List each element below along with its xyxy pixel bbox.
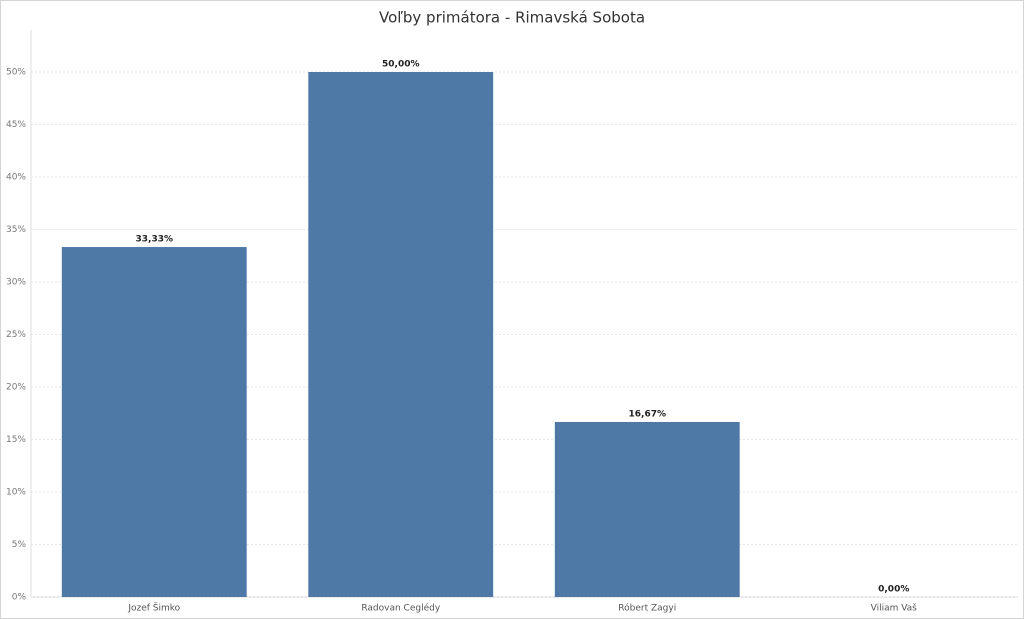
x-tick-label: Róbert Zagyi <box>618 603 676 614</box>
bar <box>308 72 494 597</box>
y-tick-label: 50% <box>6 68 26 78</box>
y-tick-label: 35% <box>6 225 26 235</box>
y-tick-label: 45% <box>6 120 26 130</box>
value-label: 0,00% <box>878 585 909 595</box>
value-label: 33,33% <box>136 235 174 245</box>
bar <box>61 247 247 597</box>
value-label: 16,67% <box>629 409 667 419</box>
x-tick-label: Jozef Šimko <box>127 602 180 614</box>
y-tick-label: 0% <box>12 593 27 603</box>
bar <box>554 421 740 597</box>
chart-title: Voľby primátora - Rimavská Sobota <box>379 9 645 27</box>
y-tick-label: 40% <box>6 173 26 183</box>
x-tick-label: Viliam Vaš <box>871 603 918 614</box>
y-tick-label: 25% <box>6 330 26 340</box>
y-tick-label: 30% <box>6 278 26 288</box>
y-tick-label: 5% <box>12 540 27 550</box>
y-tick-label: 10% <box>6 488 26 498</box>
y-tick-label: 15% <box>6 435 26 445</box>
y-tick-label: 20% <box>6 383 26 393</box>
x-tick-label: Radovan Ceglédy <box>361 603 440 614</box>
value-label: 50,00% <box>382 60 420 70</box>
